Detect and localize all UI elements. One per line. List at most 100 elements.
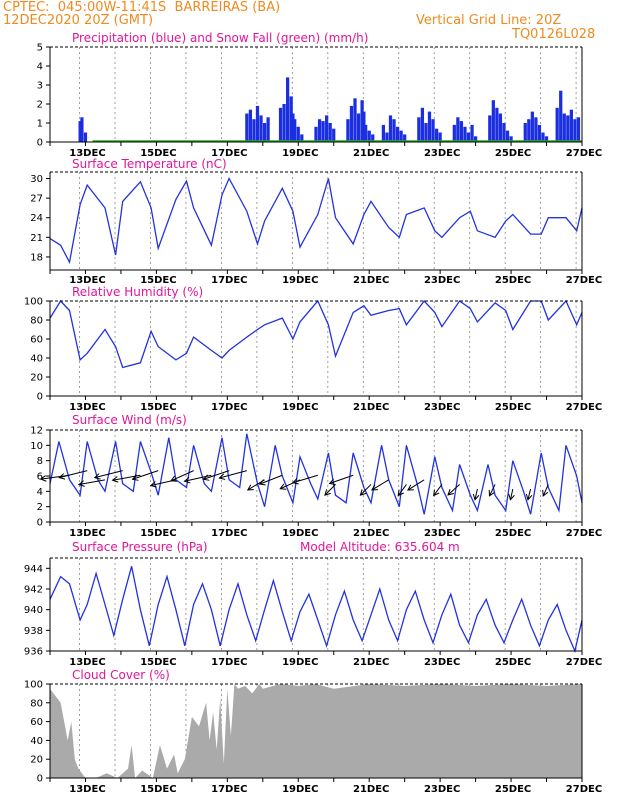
precip-bar bbox=[488, 115, 492, 142]
precip-bar bbox=[399, 130, 403, 142]
wind-xtick-label: 21DEC bbox=[353, 528, 389, 539]
precip-bar bbox=[530, 111, 534, 142]
pres-ytick-label: 944 bbox=[24, 564, 43, 575]
wind-arrow bbox=[447, 484, 460, 496]
wind-xtick-label: 23DEC bbox=[424, 528, 460, 539]
precip-bar bbox=[332, 128, 336, 142]
wind-arrow bbox=[489, 484, 496, 497]
rh-ytick-label: 60 bbox=[30, 335, 43, 346]
pres-ytick-label: 942 bbox=[24, 585, 43, 596]
precip-bar bbox=[434, 128, 439, 142]
precip-bar bbox=[544, 136, 549, 142]
precip-bar bbox=[576, 117, 581, 142]
wind-arrow-head bbox=[183, 476, 191, 484]
pres-xtick-label: 23DEC bbox=[424, 657, 460, 668]
precip-bar bbox=[349, 105, 354, 142]
precip-bar bbox=[291, 113, 295, 142]
temp-ytick-label: 24 bbox=[30, 213, 43, 224]
precip-xtick-label: 17DEC bbox=[211, 148, 247, 159]
wind-arrow-head bbox=[170, 475, 178, 482]
precip-bar bbox=[420, 107, 425, 142]
wind-arrow bbox=[324, 484, 336, 496]
wind-ytick-label: 0 bbox=[37, 518, 43, 529]
precip-bar bbox=[509, 136, 513, 142]
wind-xtick-label: 19DEC bbox=[282, 528, 318, 539]
wind-arrow-head bbox=[131, 474, 139, 481]
cloud-ytick-label: 0 bbox=[37, 774, 43, 785]
wind-arrow bbox=[397, 484, 407, 496]
wind-arrow-head bbox=[525, 493, 533, 501]
precip-bar bbox=[259, 115, 263, 142]
wind-arrow bbox=[407, 479, 425, 491]
temp-xtick-label: 27DEC bbox=[566, 275, 602, 286]
pres-xtick-label: 27DEC bbox=[566, 657, 602, 668]
precip-bar bbox=[245, 113, 249, 142]
wind-arrow-head bbox=[246, 484, 254, 491]
cloud-ytick-label: 100 bbox=[24, 680, 43, 691]
temp-ytick-label: 27 bbox=[30, 194, 43, 205]
precip-ytick-label: 0 bbox=[37, 138, 43, 149]
pres-xtick-label: 19DEC bbox=[282, 657, 318, 668]
wind-arrow bbox=[59, 470, 88, 479]
precip-bar bbox=[296, 126, 300, 142]
precip-bar bbox=[362, 111, 366, 142]
temp-xtick-label: 17DEC bbox=[211, 275, 247, 286]
wind-arrow bbox=[360, 484, 372, 496]
wind-line bbox=[49, 433, 583, 515]
temp-xtick-label: 13DEC bbox=[69, 275, 105, 286]
precip-xtick-label: 27DEC bbox=[566, 148, 602, 159]
wind-arrow bbox=[259, 474, 283, 485]
rh-xtick-label: 23DEC bbox=[424, 402, 460, 413]
precip-bar bbox=[392, 119, 396, 142]
wind-arrow-head bbox=[407, 484, 414, 491]
precip-title: Precipitation (blue) and Snow Fall (gree… bbox=[72, 31, 368, 45]
precip-bar bbox=[314, 126, 318, 142]
wind-arrow-head bbox=[279, 483, 287, 490]
precip-bar bbox=[248, 109, 253, 142]
cloud-ytick-label: 60 bbox=[30, 717, 43, 728]
precip-bar bbox=[573, 119, 577, 142]
precip-bar bbox=[286, 77, 290, 142]
precip-bar bbox=[456, 117, 460, 142]
wind-arrow bbox=[527, 488, 532, 500]
precip-bar bbox=[569, 109, 573, 142]
precip-bar bbox=[403, 134, 407, 142]
pres-annotation: Model Altitude: 635.604 m bbox=[300, 540, 460, 554]
wind-title: Surface Wind (m/s) bbox=[72, 413, 187, 427]
wind-arrow-head bbox=[397, 489, 404, 497]
wind-arrow bbox=[329, 474, 354, 484]
rh-xtick-label: 15DEC bbox=[140, 402, 176, 413]
temp-xtick-label: 15DEC bbox=[140, 275, 176, 286]
precip-bar bbox=[498, 113, 503, 142]
cloud-title: Cloud Cover (%) bbox=[72, 668, 170, 682]
precip-bar bbox=[278, 107, 283, 142]
precip-bar bbox=[424, 123, 428, 142]
cloud-xtick-label: 17DEC bbox=[211, 784, 247, 795]
wind-arrow-head bbox=[508, 493, 515, 501]
precip-xtick-label: 21DEC bbox=[353, 148, 389, 159]
rh-xtick-label: 13DEC bbox=[69, 402, 105, 413]
precip-bar bbox=[356, 113, 361, 142]
precip-bar bbox=[491, 100, 495, 142]
pres-xtick-label: 21DEC bbox=[353, 657, 389, 668]
wind-xtick-label: 15DEC bbox=[140, 528, 176, 539]
header-station: CPTEC: 045:00W-11:41S BARREIRAS (BA) bbox=[3, 0, 281, 15]
rh-xtick-label: 17DEC bbox=[211, 402, 247, 413]
precip-ytick-label: 1 bbox=[37, 119, 43, 130]
rh-xtick-label: 19DEC bbox=[282, 402, 318, 413]
cloud-cover-area bbox=[50, 684, 582, 778]
wind-arrow bbox=[170, 470, 194, 482]
wind-arrow-head bbox=[433, 489, 440, 497]
precip-bar bbox=[371, 134, 375, 142]
cloud-xtick-label: 21DEC bbox=[353, 784, 389, 795]
precip-bar bbox=[289, 96, 293, 142]
pres-xtick-label: 25DEC bbox=[495, 657, 531, 668]
temp-xtick-label: 23DEC bbox=[424, 275, 460, 286]
wind-arrow-head bbox=[371, 484, 378, 491]
wind-arrow-head bbox=[58, 473, 66, 480]
precip-bar bbox=[541, 132, 545, 142]
precip-xtick-label: 13DEC bbox=[69, 148, 105, 159]
precip-bar bbox=[381, 124, 386, 142]
precip-bar bbox=[293, 119, 297, 142]
precip-bar bbox=[505, 130, 510, 142]
